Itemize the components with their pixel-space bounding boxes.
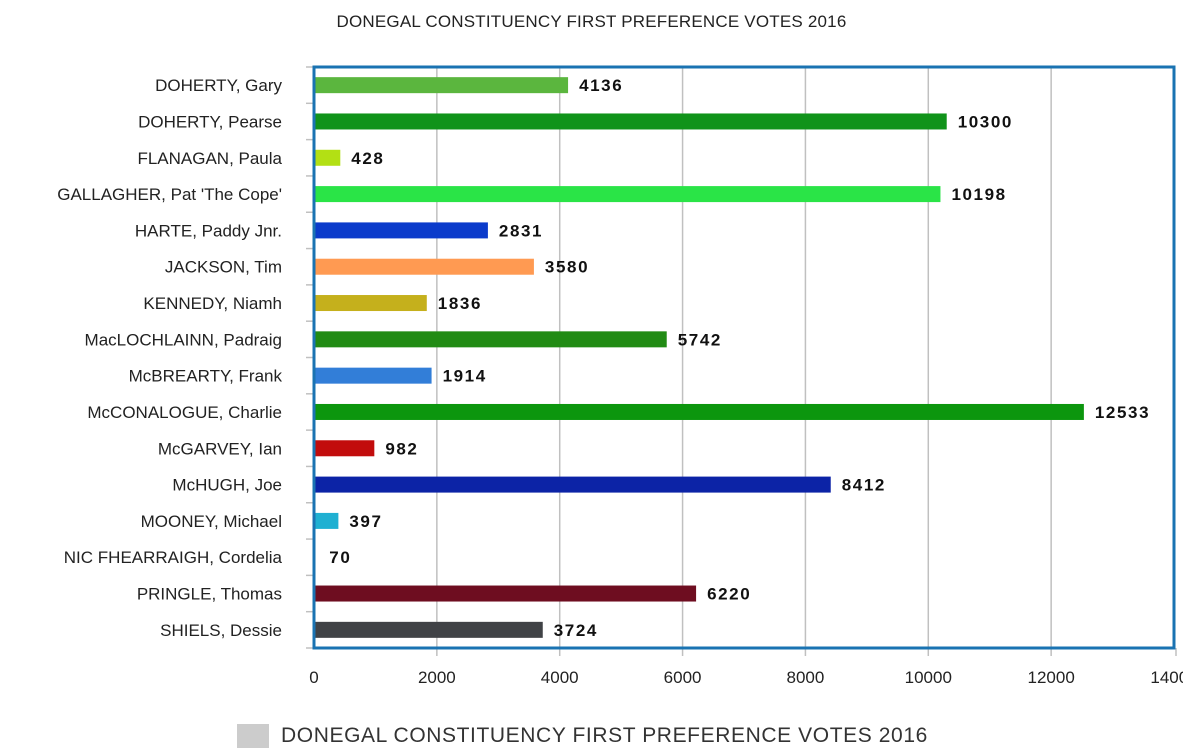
category-label: MOONEY, Michael [141, 512, 282, 531]
category-label: McGARVEY, Ian [158, 439, 282, 458]
data-label: 4136 [579, 76, 623, 95]
bar [314, 585, 697, 602]
legend-swatch [237, 724, 269, 748]
bar [314, 621, 543, 638]
category-label: DOHERTY, Pearse [138, 112, 282, 131]
bar [314, 186, 941, 203]
category-label: HARTE, Paddy Jnr. [135, 221, 282, 240]
category-label: JACKSON, Tim [165, 258, 282, 277]
x-tick-label: 10000 [905, 668, 952, 687]
category-label: McBREARTY, Frank [129, 367, 283, 386]
x-tick-labels: 0 2000 4000 6000 8000 10000 12000 14000 [309, 668, 1183, 687]
x-tick-label: 0 [309, 668, 318, 687]
category-label: McHUGH, Joe [172, 476, 282, 495]
x-tick-label: 4000 [541, 668, 579, 687]
data-label: 3580 [545, 258, 589, 277]
data-label: 10198 [951, 185, 1006, 204]
bar [314, 149, 341, 166]
data-label: 12533 [1095, 403, 1150, 422]
bar [314, 222, 488, 239]
bars [314, 77, 1084, 638]
data-label: 2831 [499, 221, 543, 240]
bar [314, 549, 319, 566]
data-label: 3724 [554, 621, 598, 640]
x-tick-label: 6000 [664, 668, 702, 687]
legend-label: DONEGAL CONSTITUENCY FIRST PREFERENCE VO… [281, 724, 928, 747]
legend: DONEGAL CONSTITUENCY FIRST PREFERENCE VO… [237, 722, 928, 750]
x-tick-label: 12000 [1028, 668, 1075, 687]
x-tick-label: 2000 [418, 668, 456, 687]
bar [314, 403, 1084, 420]
data-label: 1836 [438, 294, 482, 313]
bar [314, 258, 534, 275]
category-label: KENNEDY, Niamh [143, 294, 282, 313]
bar [314, 331, 667, 348]
data-label: 8412 [842, 476, 886, 495]
data-label: 6220 [707, 585, 751, 604]
data-label: 397 [349, 512, 382, 531]
plot-border [312, 65, 1176, 650]
category-label: GALLAGHER, Pat 'The Cope' [57, 185, 282, 204]
bar [314, 440, 375, 457]
bar [314, 476, 831, 493]
bar [314, 113, 947, 130]
data-label: 70 [329, 548, 351, 567]
category-labels: DOHERTY, Gary DOHERTY, Pearse FLANAGAN, Pa… [57, 76, 282, 640]
data-label: 5742 [678, 330, 722, 349]
data-label: 982 [385, 439, 418, 458]
plot-frame [312, 65, 1176, 650]
x-tick-label: 8000 [787, 668, 825, 687]
chart-title: DONEGAL CONSTITUENCY FIRST PREFERENCE VO… [336, 12, 847, 31]
gridlines [306, 66, 1177, 656]
x-tick-label: 14000 [1150, 668, 1183, 687]
data-label: 10300 [958, 112, 1013, 131]
bar [314, 367, 432, 384]
category-label: McCONALOGUE, Charlie [87, 403, 282, 422]
bar [314, 77, 569, 94]
data-label: 428 [351, 149, 384, 168]
category-label: PRINGLE, Thomas [137, 585, 282, 604]
bar [314, 512, 339, 529]
bar [314, 295, 427, 312]
data-label: 1914 [443, 367, 487, 386]
category-label: NIC FHEARRAIGH, Cordelia [64, 548, 283, 567]
category-label: DOHERTY, Gary [155, 76, 282, 95]
category-label: MacLOCHLAINN, Padraig [85, 330, 282, 349]
category-label: FLANAGAN, Paula [137, 149, 282, 168]
category-label: SHIELS, Dessie [160, 621, 282, 640]
